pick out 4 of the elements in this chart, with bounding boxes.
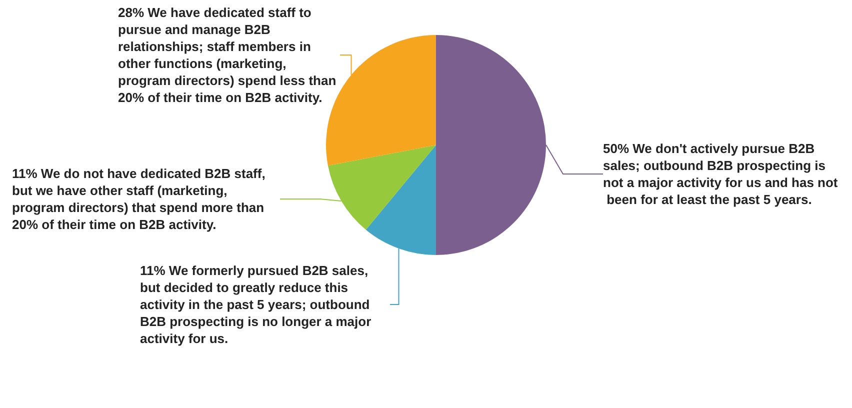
slice-label: 50% We don't actively pursue B2B sales; outbound B2B prospecting is not a major activity for us and has not been for at least the past 5 years. (603, 141, 838, 207)
slice-label: 11% We formerly pursued B2B sales, but decided to greatly reduce this activity in the past 5 years; outbound B2B prospecting is no longer a major activity for us. (140, 263, 375, 346)
slice-label: 28% We have dedicated staff to pursue and manage B2B relationships; staff members in other functions (marketing, program directors) spend less than 20% of their time on B2B activity. (118, 5, 340, 105)
slice-label: 11% We do not have dedicated B2B staff, but we have other staff (marketing, program directors) that spend more than 20% of their time on B2B activity. (12, 166, 269, 232)
